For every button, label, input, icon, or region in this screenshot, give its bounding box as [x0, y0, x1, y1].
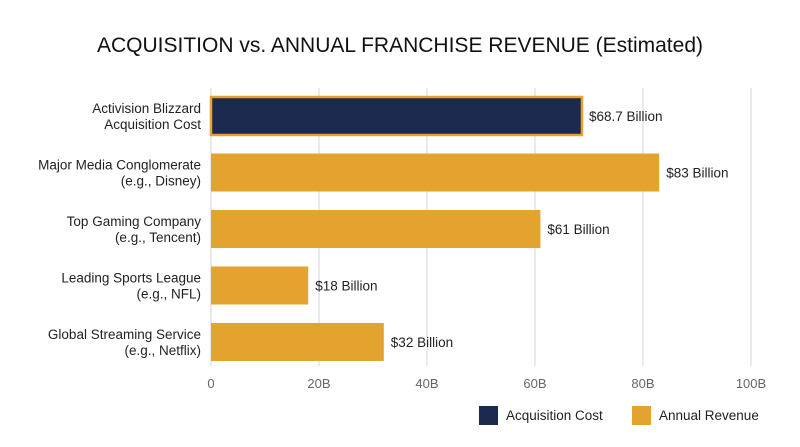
x-tick-label: 20B — [307, 376, 330, 391]
legend-label-1: Annual Revenue — [659, 408, 759, 423]
bars: Activision Blizzard Acquisition Cost $68.7… — [38, 95, 728, 361]
category-label-line: Global Streaming Service — [48, 327, 201, 342]
legend-swatch-1 — [632, 406, 651, 425]
bar-0 — [209, 95, 584, 137]
category-label-line: (e.g., Netflix) — [124, 343, 201, 358]
category-label-4: Global Streaming Service (e.g., Netflix) — [48, 327, 201, 358]
x-tick-label: 0 — [207, 376, 214, 391]
category-label-line: (e.g., Disney) — [121, 174, 201, 189]
x-tick-label: 100B — [736, 376, 766, 391]
category-label-line: Top Gaming Company — [67, 214, 202, 229]
data-label-3: $18 Billion — [315, 279, 377, 294]
category-label-3: Leading Sports League (e.g., NFL) — [61, 271, 201, 302]
legend: Acquisition Cost Annual Revenue — [479, 406, 759, 425]
x-tick-label: 60B — [523, 376, 546, 391]
category-label-line: Major Media Conglomerate — [38, 158, 201, 173]
x-tick-label: 80B — [631, 376, 654, 391]
data-label-0: $68.7 Billion — [589, 109, 663, 124]
chart-title: ACQUISITION vs. ANNUAL FRANCHISE REVENUE… — [97, 34, 703, 57]
category-label-line: Activision Blizzard — [92, 101, 201, 116]
category-label-0: Activision Blizzard Acquisition Cost — [92, 101, 201, 132]
bar-4 — [211, 323, 384, 361]
category-label-line: Acquisition Cost — [104, 117, 201, 132]
bar-3 — [211, 266, 309, 305]
bar-2 — [211, 210, 541, 248]
data-label-1: $83 Billion — [666, 166, 728, 181]
x-tick-label: 40B — [415, 376, 438, 391]
bar-1 — [211, 153, 660, 192]
category-label-line: (e.g., Tencent) — [115, 230, 201, 245]
data-label-2: $61 Billion — [547, 222, 609, 237]
data-label-4: $32 Billion — [391, 335, 453, 350]
x-axis-ticks: 0 20B 40B 60B 80B 100B — [207, 376, 766, 391]
category-label-line: Leading Sports League — [61, 271, 201, 286]
legend-swatch-0 — [479, 406, 498, 425]
category-label-2: Top Gaming Company (e.g., Tencent) — [67, 214, 202, 245]
category-label-1: Major Media Conglomerate (e.g., Disney) — [38, 158, 201, 189]
legend-label-0: Acquisition Cost — [506, 408, 603, 423]
category-label-line: (e.g., NFL) — [136, 287, 201, 302]
